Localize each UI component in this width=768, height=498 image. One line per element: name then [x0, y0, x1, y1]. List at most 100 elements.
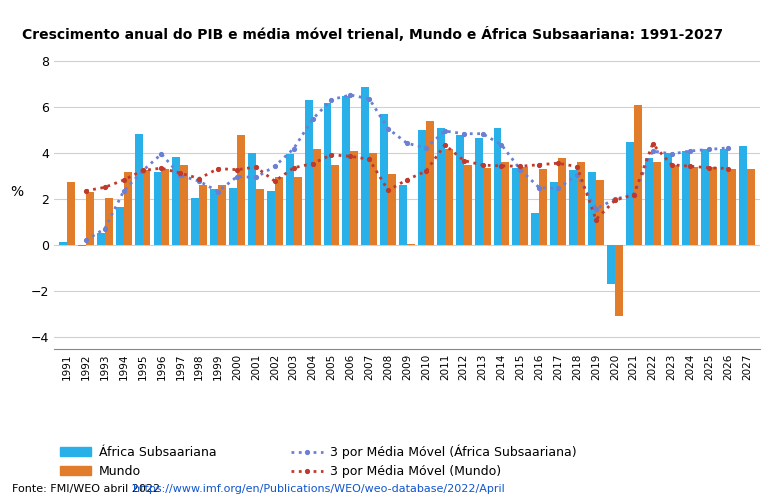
Bar: [343, 96, 350, 245]
Bar: [104, 198, 113, 245]
3 por Média Móvel (Mundo): [686, 163, 695, 169]
Bar: [482, 168, 491, 245]
Bar: [407, 244, 415, 245]
Bar: [286, 154, 293, 245]
3 por Média Móvel (Mundo): [346, 153, 355, 159]
Bar: [161, 169, 170, 245]
3 por Média Móvel (Mundo): [611, 197, 620, 203]
3 por Média Móvel (África Subsaariana): [629, 192, 638, 198]
3 por Média Móvel (África Subsaariana): [270, 163, 280, 169]
3 por Média Móvel (África Subsaariana): [289, 145, 298, 151]
Text: Crescimento anual do PIB e média móvel trienal, Mundo e África Subsaariana: 1991: Crescimento anual do PIB e média móvel t…: [22, 27, 723, 42]
Bar: [266, 191, 275, 245]
3 por Média Móvel (África Subsaariana): [327, 97, 336, 103]
Bar: [78, 245, 86, 247]
Bar: [97, 233, 104, 245]
3 por Média Móvel (Mundo): [214, 165, 223, 171]
Bar: [720, 148, 728, 245]
Bar: [626, 142, 634, 245]
3 por Média Móvel (Mundo): [327, 152, 336, 158]
3 por Média Móvel (Mundo): [629, 192, 638, 198]
3 por Média Móvel (Mundo): [365, 156, 374, 162]
Bar: [67, 182, 75, 245]
Bar: [747, 169, 755, 245]
Bar: [728, 169, 737, 245]
3 por Média Móvel (Mundo): [194, 175, 204, 181]
Bar: [229, 188, 237, 245]
3 por Média Móvel (Mundo): [308, 160, 317, 166]
3 por Média Móvel (África Subsaariana): [308, 116, 317, 122]
Bar: [664, 153, 671, 245]
Bar: [350, 151, 359, 245]
Line: 3 por Média Móvel (África Subsaariana): 3 por Média Móvel (África Subsaariana): [82, 91, 732, 244]
Bar: [418, 130, 426, 245]
Bar: [399, 185, 407, 245]
Bar: [218, 185, 226, 245]
3 por Média Móvel (África Subsaariana): [176, 172, 185, 178]
Bar: [313, 148, 320, 245]
3 por Média Móvel (África Subsaariana): [100, 226, 109, 232]
Bar: [256, 189, 264, 245]
3 por Média Móvel (África Subsaariana): [402, 140, 412, 146]
Bar: [445, 148, 453, 245]
3 por Média Móvel (Mundo): [535, 162, 544, 168]
Bar: [550, 182, 558, 245]
Bar: [210, 189, 218, 245]
Bar: [237, 135, 245, 245]
3 por Média Móvel (África Subsaariana): [440, 128, 449, 134]
Text: https://www.imf.org/en/Publications/WEO/weo-database/2022/April: https://www.imf.org/en/Publications/WEO/…: [133, 484, 505, 494]
3 por Média Móvel (Mundo): [251, 164, 260, 170]
Bar: [558, 158, 566, 245]
3 por Média Móvel (Mundo): [705, 165, 714, 171]
3 por Média Móvel (África Subsaariana): [346, 92, 355, 98]
3 por Média Móvel (Mundo): [497, 163, 506, 169]
Bar: [116, 207, 124, 245]
Bar: [437, 128, 445, 245]
3 por Média Móvel (África Subsaariana): [422, 145, 431, 151]
Bar: [154, 172, 161, 245]
3 por Média Móvel (Mundo): [554, 160, 563, 166]
Bar: [701, 148, 710, 245]
Bar: [199, 185, 207, 245]
Bar: [607, 245, 615, 284]
3 por Média Móvel (Mundo): [383, 187, 392, 193]
3 por Média Móvel (Mundo): [648, 141, 657, 147]
Bar: [502, 162, 509, 245]
3 por Média Móvel (África Subsaariana): [705, 146, 714, 152]
Bar: [690, 167, 698, 245]
Line: 3 por Média Móvel (Mundo): 3 por Média Móvel (Mundo): [82, 140, 732, 223]
3 por Média Móvel (África Subsaariana): [591, 206, 601, 212]
Bar: [305, 101, 313, 245]
3 por Média Móvel (África Subsaariana): [81, 237, 91, 243]
3 por Média Móvel (Mundo): [138, 167, 147, 173]
3 por Média Móvel (África Subsaariana): [459, 130, 468, 136]
3 por Média Móvel (África Subsaariana): [723, 145, 733, 151]
3 por Média Móvel (África Subsaariana): [572, 172, 581, 178]
Bar: [134, 133, 143, 245]
3 por Média Móvel (Mundo): [667, 162, 676, 168]
3 por Média Móvel (África Subsaariana): [648, 148, 657, 154]
Bar: [569, 170, 577, 245]
3 por Média Móvel (África Subsaariana): [119, 188, 128, 194]
3 por Média Móvel (África Subsaariana): [535, 185, 544, 191]
3 por Média Móvel (Mundo): [723, 165, 733, 171]
Bar: [671, 165, 680, 245]
Bar: [369, 153, 377, 245]
3 por Média Móvel (África Subsaariana): [383, 125, 392, 131]
3 por Média Móvel (África Subsaariana): [251, 174, 260, 180]
Bar: [710, 167, 717, 245]
Bar: [86, 192, 94, 245]
3 por Média Móvel (África Subsaariana): [214, 189, 223, 195]
Bar: [588, 172, 596, 245]
Bar: [332, 165, 339, 245]
Bar: [512, 168, 521, 245]
3 por Média Móvel (Mundo): [572, 164, 581, 170]
3 por Média Móvel (Mundo): [157, 165, 166, 171]
3 por Média Móvel (Mundo): [176, 170, 185, 176]
Bar: [191, 198, 199, 245]
3 por Média Móvel (Mundo): [119, 177, 128, 183]
Bar: [143, 170, 151, 245]
Bar: [426, 121, 434, 245]
3 por Média Móvel (Mundo): [402, 177, 412, 183]
3 por Média Móvel (África Subsaariana): [516, 167, 525, 173]
